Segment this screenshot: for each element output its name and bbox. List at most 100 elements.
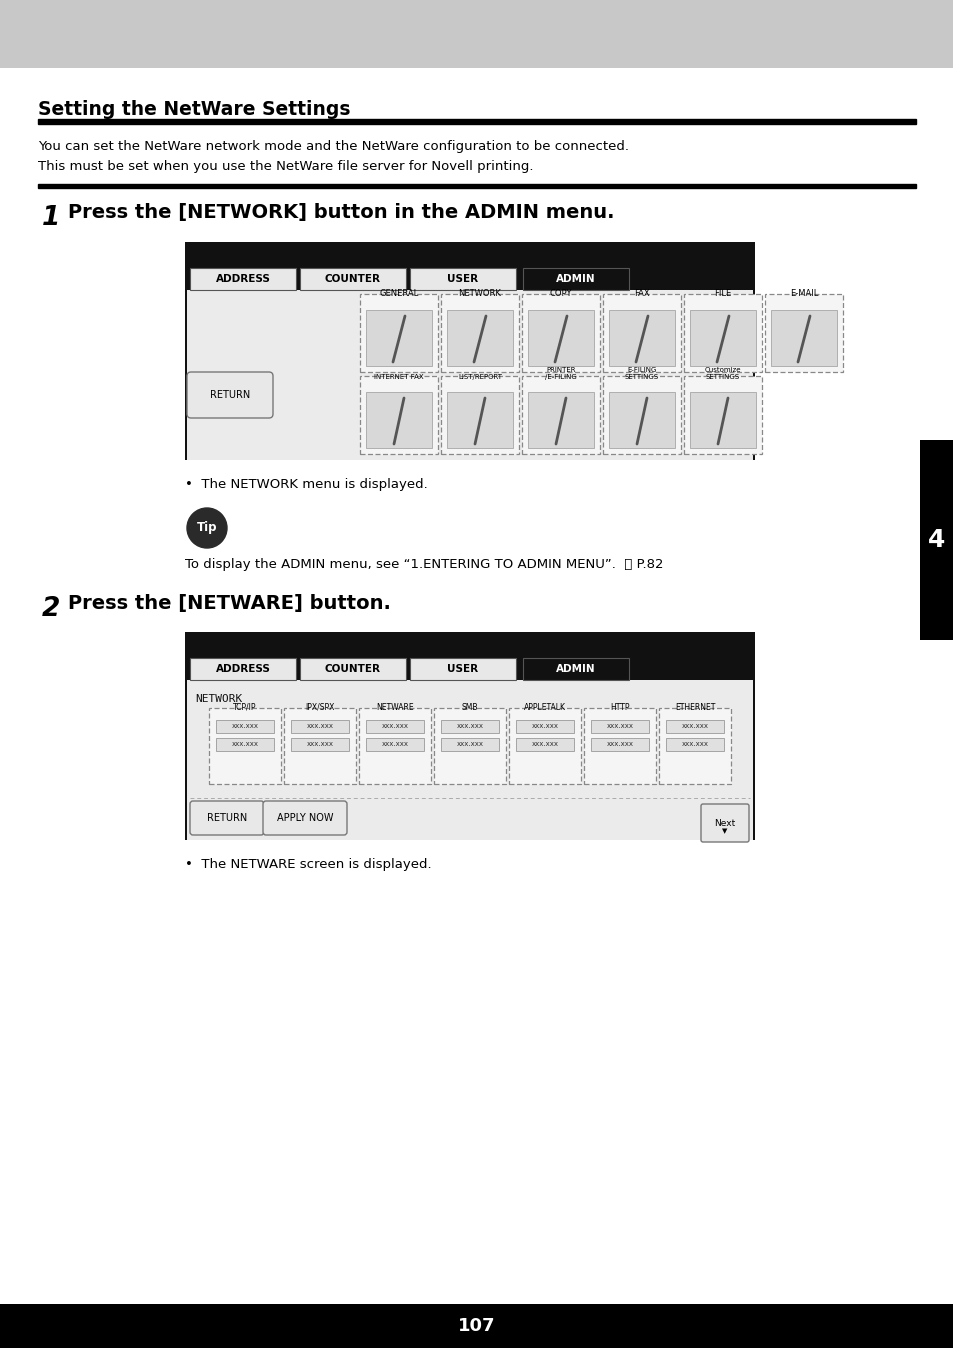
Bar [358, 708, 431, 785]
Text: xxx.xxx: xxx.xxx [456, 741, 483, 748]
FancyBboxPatch shape [263, 801, 347, 834]
Bar [689, 392, 755, 448]
Text: xxx.xxx: xxx.xxx [232, 741, 258, 748]
Bar [185, 243, 754, 460]
Bar [185, 632, 754, 840]
Text: xxx.xxx: xxx.xxx [232, 724, 258, 729]
Bar [190, 658, 295, 679]
Bar [608, 392, 675, 448]
Bar [434, 708, 505, 785]
Text: ▼: ▼ [721, 828, 727, 834]
Bar [284, 708, 355, 785]
Text: Press the [NETWORK] button in the ADMIN menu.: Press the [NETWORK] button in the ADMIN … [68, 204, 614, 222]
Text: INTERNET FAX: INTERNET FAX [374, 373, 423, 380]
Text: ADDRESS: ADDRESS [215, 274, 270, 284]
Text: 107: 107 [457, 1317, 496, 1335]
Bar [764, 294, 842, 372]
Bar [521, 376, 599, 454]
Text: To display the ADMIN menu, see “1.ENTERING TO ADMIN MENU”.   P.82: To display the ADMIN menu, see “1.ENTERI… [185, 558, 662, 572]
Text: IPX/SPX: IPX/SPX [305, 704, 335, 712]
Text: xxx.xxx: xxx.xxx [306, 741, 334, 748]
Bar [770, 310, 836, 367]
Bar [366, 737, 423, 751]
Text: Next: Next [714, 818, 735, 828]
Text: ADMIN: ADMIN [556, 274, 596, 284]
Bar [683, 376, 761, 454]
Text: You can set the NetWare network mode and the NetWare configuration to be connect: You can set the NetWare network mode and… [38, 140, 628, 154]
Text: xxx.xxx: xxx.xxx [531, 724, 558, 729]
Bar [440, 294, 518, 372]
Text: GENERAL: GENERAL [379, 288, 418, 298]
Bar [665, 720, 723, 733]
Text: COUNTER: COUNTER [325, 665, 380, 674]
Text: xxx.xxx: xxx.xxx [531, 741, 558, 748]
Bar [689, 310, 755, 367]
Bar [608, 310, 675, 367]
Bar [410, 658, 516, 679]
Bar [215, 737, 274, 751]
Text: This must be set when you use the NetWare file server for Novell printing.: This must be set when you use the NetWar… [38, 160, 533, 173]
Text: Tip: Tip [196, 522, 217, 535]
Bar [527, 392, 594, 448]
Bar [527, 310, 594, 367]
Bar [522, 658, 628, 679]
Text: RETURN: RETURN [207, 813, 247, 824]
Bar [509, 708, 580, 785]
Text: xxx.xxx: xxx.xxx [306, 724, 334, 729]
Text: •  The NETWORK menu is displayed.: • The NETWORK menu is displayed. [185, 479, 427, 491]
Bar [602, 294, 680, 372]
Text: •  The NETWARE screen is displayed.: • The NETWARE screen is displayed. [185, 857, 431, 871]
Bar [359, 376, 437, 454]
Bar [0, 0, 953, 67]
FancyBboxPatch shape [190, 801, 264, 834]
FancyBboxPatch shape [700, 803, 748, 842]
Text: 2: 2 [42, 596, 60, 621]
Text: APPLETALK: APPLETALK [523, 704, 565, 712]
Bar [38, 119, 915, 124]
Text: xxx.xxx: xxx.xxx [381, 724, 408, 729]
Bar [602, 376, 680, 454]
Bar [291, 737, 349, 751]
Bar [590, 720, 648, 733]
Text: PRINTER
/E-FILING: PRINTER /E-FILING [544, 367, 577, 380]
Text: ADDRESS: ADDRESS [215, 665, 270, 674]
Text: RETURN: RETURN [210, 390, 250, 400]
Bar [299, 658, 406, 679]
Text: ADMIN: ADMIN [556, 665, 596, 674]
Text: SMB: SMB [461, 704, 477, 712]
Bar [516, 720, 574, 733]
Text: Press the [NETWARE] button.: Press the [NETWARE] button. [68, 594, 391, 613]
Text: Customize
SETTINGS: Customize SETTINGS [704, 367, 740, 380]
Bar [209, 708, 281, 785]
Bar [516, 737, 574, 751]
Circle shape [187, 508, 227, 549]
Text: COPY: COPY [549, 288, 572, 298]
Bar [440, 376, 518, 454]
Bar [190, 268, 295, 290]
Bar [590, 737, 648, 751]
Bar [659, 708, 730, 785]
Bar [299, 268, 406, 290]
Text: NETWARE: NETWARE [375, 704, 414, 712]
Text: xxx.xxx: xxx.xxx [606, 741, 633, 748]
Text: NETWORK: NETWORK [194, 694, 242, 704]
Text: APPLY NOW: APPLY NOW [276, 813, 333, 824]
Bar [359, 294, 437, 372]
Bar [187, 679, 752, 840]
Text: USER: USER [447, 274, 478, 284]
Bar [447, 392, 513, 448]
Bar [366, 720, 423, 733]
Bar [683, 294, 761, 372]
Text: 4: 4 [927, 528, 944, 551]
Text: 1: 1 [42, 205, 60, 231]
Bar [291, 720, 349, 733]
Text: LIST/REPORT: LIST/REPORT [457, 373, 501, 380]
Bar [366, 392, 432, 448]
Bar [440, 720, 498, 733]
Text: xxx.xxx: xxx.xxx [381, 741, 408, 748]
Bar [215, 720, 274, 733]
Text: COUNTER: COUNTER [325, 274, 380, 284]
Bar [522, 268, 628, 290]
Text: Setting the NetWare Settings: Setting the NetWare Settings [38, 100, 350, 119]
Text: TCP/IP: TCP/IP [233, 704, 256, 712]
